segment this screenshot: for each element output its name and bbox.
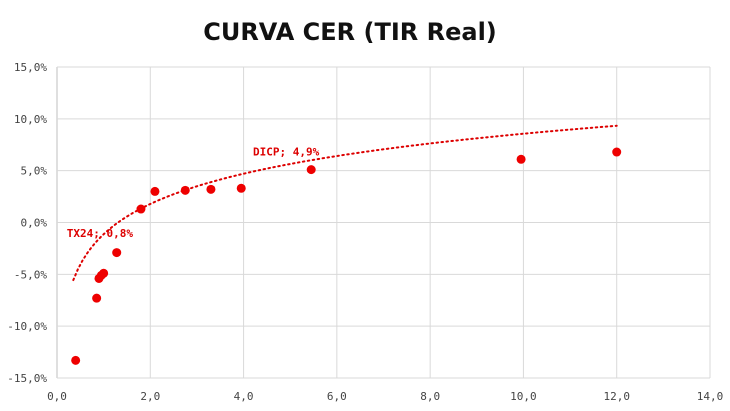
y-tick-label: 5,0% bbox=[21, 165, 48, 178]
data-point bbox=[92, 293, 102, 303]
log-trendline bbox=[72, 124, 618, 282]
y-tick-label: 0,0% bbox=[21, 217, 48, 230]
x-tick-label: 6,0 bbox=[327, 390, 347, 403]
data-label: TX24; 0,8% bbox=[67, 227, 134, 240]
data-point bbox=[180, 185, 190, 195]
x-tick-label: 14,0 bbox=[697, 390, 724, 403]
data-point bbox=[612, 147, 622, 157]
data-points bbox=[71, 147, 622, 365]
x-tick-label: 8,0 bbox=[420, 390, 440, 403]
data-point bbox=[236, 183, 246, 193]
chart-title: CURVA CER (TIR Real) bbox=[203, 18, 497, 46]
y-tick-label: -10,0% bbox=[7, 320, 47, 333]
tick-labels: 0,0 2,0 4,0 6,0 8,0 10,0 12,0 14,0 15,0% 10,0% 5,0… bbox=[7, 61, 723, 403]
data-point bbox=[150, 186, 160, 196]
data-label: DICP; 4,9% bbox=[253, 146, 320, 159]
data-point bbox=[306, 165, 316, 175]
data-point bbox=[136, 204, 146, 214]
data-labels: DICP; 4,9% TX24; 0,8% bbox=[67, 146, 320, 240]
data-point bbox=[206, 184, 216, 194]
x-tick-label: 10,0 bbox=[510, 390, 537, 403]
data-point bbox=[71, 355, 81, 365]
y-tick-label: 15,0% bbox=[14, 61, 47, 74]
grid-lines bbox=[56, 66, 711, 379]
y-tick-label: -5,0% bbox=[14, 268, 47, 281]
data-point bbox=[99, 268, 109, 278]
x-tick-label: 4,0 bbox=[234, 390, 254, 403]
data-point bbox=[112, 248, 122, 258]
x-tick-label: 0,0 bbox=[47, 390, 67, 403]
y-tick-label: -15,0% bbox=[7, 372, 47, 385]
x-tick-label: 2,0 bbox=[140, 390, 160, 403]
y-tick-label: 10,0% bbox=[14, 113, 47, 126]
x-tick-label: 12,0 bbox=[603, 390, 630, 403]
data-point bbox=[516, 154, 526, 164]
